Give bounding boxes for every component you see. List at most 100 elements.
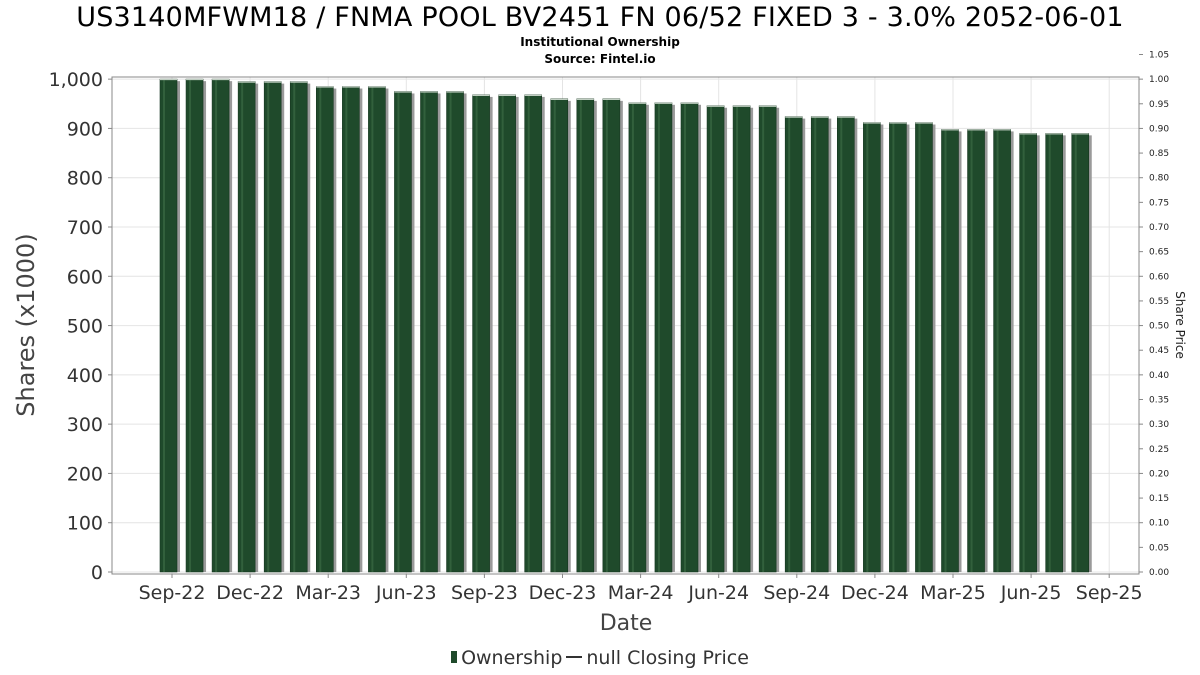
- ownership-bar: [342, 86, 360, 573]
- right-tick-label: 0.00: [1149, 568, 1169, 578]
- bar-highlight: [657, 103, 660, 573]
- right-tick-label: 0.80: [1149, 174, 1169, 184]
- bar-highlight: [1022, 134, 1025, 572]
- ownership-bar: [915, 122, 933, 573]
- bar-highlight: [475, 95, 478, 573]
- right-tick-label: 0.20: [1149, 469, 1169, 479]
- chart-subtitle: Institutional Ownership: [520, 35, 680, 49]
- ownership-bar: [524, 94, 543, 573]
- right-tick-label: 0.05: [1149, 543, 1169, 553]
- bar-highlight: [501, 95, 504, 573]
- bar-highlight: [579, 99, 582, 572]
- right-tick-label: 0.30: [1149, 420, 1169, 430]
- bar-highlight: [736, 106, 739, 572]
- x-tick-label: Dec-23: [529, 582, 597, 604]
- bar-highlight: [944, 130, 947, 572]
- ownership-legend-swatch: [451, 650, 458, 663]
- ownership-bar: [472, 94, 490, 573]
- bar-highlight: [970, 130, 973, 572]
- right-tick-label: 0.40: [1149, 371, 1169, 381]
- bar-highlight: [631, 103, 634, 573]
- right-tick-label: 0.95: [1149, 100, 1169, 110]
- bar-highlight: [762, 106, 765, 572]
- bar-highlight: [840, 117, 843, 572]
- bar-highlight: [189, 80, 192, 573]
- x-tick-label: Dec-22: [216, 582, 284, 604]
- ownership-bar: [159, 78, 178, 573]
- ownership-bar: [263, 81, 282, 573]
- bar-highlight: [371, 87, 374, 573]
- x-axis-ticks: Sep-22 Dec-22 Mar-23 Jun-23 Sep-23 Dec-23 Mar-…: [139, 574, 1143, 604]
- ownership-bar: [498, 94, 516, 573]
- x-tick-label: Sep-25: [1076, 582, 1143, 604]
- left-tick-label: 900: [67, 118, 103, 140]
- price-legend-label: null Closing Price: [586, 647, 749, 669]
- right-tick-label: 0.55: [1149, 297, 1169, 307]
- x-tick-label: Sep-24: [763, 582, 830, 604]
- left-tick-label: 200: [67, 463, 103, 485]
- right-tick-label: 0.35: [1149, 396, 1169, 406]
- left-tick-label: 600: [67, 266, 103, 288]
- ownership-bar: [1071, 133, 1090, 573]
- ownership-bar: [680, 102, 699, 573]
- ownership-bar: [394, 91, 412, 573]
- left-tick-label: 700: [67, 217, 103, 239]
- bar-highlight: [293, 82, 296, 572]
- bar-highlight: [788, 117, 791, 572]
- right-tick-label: 0.90: [1149, 124, 1169, 134]
- right-tick-label: 1.05: [1149, 51, 1169, 61]
- bar-highlight: [163, 80, 165, 573]
- ownership-bar: [602, 98, 621, 573]
- bar-highlight: [814, 117, 817, 572]
- left-axis-ticks: 0 100 200 300 400 500 600 700 800 900 1,000: [49, 69, 112, 584]
- left-tick-label: 0: [91, 562, 103, 584]
- y-axis-title: Shares (x1000): [12, 233, 40, 416]
- ownership-legend-label: Ownership: [461, 647, 563, 669]
- bar-highlight: [605, 99, 608, 572]
- ownership-bar: [550, 98, 569, 573]
- left-tick-label: 400: [67, 365, 103, 387]
- x-tick-label: Mar-23: [295, 582, 361, 604]
- bar-highlight: [1074, 134, 1077, 572]
- chart-source: Source: Fintel.io: [544, 52, 656, 66]
- right-tick-label: 0.25: [1149, 445, 1169, 455]
- right-tick-label: 0.60: [1149, 272, 1169, 282]
- x-tick-label: Jun-24: [687, 582, 749, 604]
- ownership-bar: [628, 102, 647, 573]
- bar-highlight: [215, 80, 218, 573]
- x-tick-label: Dec-24: [841, 582, 909, 604]
- right-axis-ticks: 0.00 0.05 0.10 0.15 0.20 0.25 0.30 0.35 0.40 0.45…: [1139, 51, 1169, 578]
- ownership-bar: [863, 122, 881, 573]
- bar-highlight: [996, 130, 999, 572]
- ownership-bar: [784, 116, 803, 573]
- ownership-bar: [654, 102, 673, 573]
- right-tick-label: 0.85: [1149, 149, 1169, 159]
- bars-layer: [159, 78, 1092, 573]
- ownership-bar: [420, 91, 438, 573]
- left-tick-label: 100: [67, 513, 103, 535]
- right-tick-label: 0.50: [1149, 322, 1169, 332]
- ownership-bar: [993, 129, 1011, 573]
- legend: Ownership null Closing Price: [0, 647, 1200, 669]
- chart-title: US3140MFWM18 / FNMA POOL BV2451 FN 06/52…: [76, 2, 1124, 33]
- x-tick-label: Sep-23: [451, 582, 518, 604]
- bar-highlight: [423, 92, 426, 572]
- ownership-bar: [732, 105, 751, 573]
- bar-highlight: [553, 99, 556, 572]
- bar-highlight: [527, 95, 530, 573]
- bar-highlight: [918, 123, 921, 572]
- ownership-bar: [289, 81, 308, 573]
- x-tick-label: Mar-25: [920, 582, 986, 604]
- y2-axis-title: Share Price: [1173, 291, 1187, 359]
- price-legend-swatch: [566, 655, 583, 658]
- x-tick-label: Sep-22: [139, 582, 206, 604]
- right-tick-label: 0.70: [1149, 223, 1169, 233]
- right-tick-label: 0.15: [1149, 494, 1169, 504]
- right-tick-label: 0.75: [1149, 198, 1169, 208]
- ownership-bar: [237, 81, 256, 573]
- bar-highlight: [345, 87, 348, 573]
- ownership-bar: [706, 105, 725, 573]
- bar-highlight: [710, 106, 713, 572]
- ownership-bar: [446, 91, 464, 573]
